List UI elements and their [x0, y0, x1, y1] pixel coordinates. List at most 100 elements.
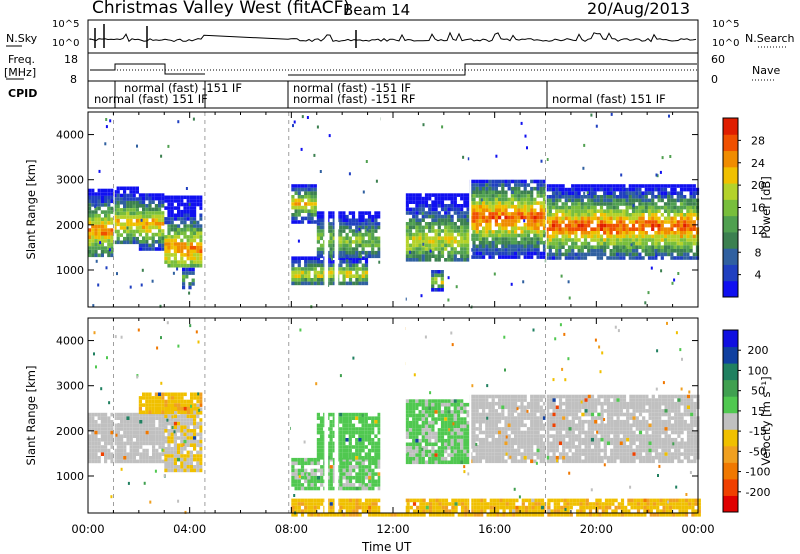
data-cell — [88, 441, 92, 446]
data-cell — [437, 410, 441, 414]
data-cell — [364, 243, 368, 248]
data-cell — [164, 256, 168, 261]
data-cell — [571, 209, 575, 213]
data-cell — [549, 423, 553, 428]
data-cell — [533, 427, 537, 431]
data-cell — [523, 222, 527, 227]
data-cell — [514, 233, 518, 238]
data-cell — [478, 455, 482, 460]
data-cell — [319, 236, 324, 241]
data-cell — [603, 252, 607, 257]
data-cell — [514, 434, 518, 438]
data-cell — [199, 425, 203, 429]
data-cell — [444, 247, 448, 251]
data-cell — [183, 461, 187, 465]
data-cell — [120, 427, 124, 431]
data-cell — [692, 256, 696, 260]
data-cell — [173, 425, 177, 429]
data-cell — [475, 190, 479, 195]
data-cell — [374, 452, 378, 456]
data-cell — [126, 197, 130, 201]
data-cell — [132, 423, 136, 428]
scatter-point — [105, 118, 108, 121]
data-cell — [647, 245, 652, 249]
data-cell — [319, 452, 324, 456]
data-cell — [660, 231, 664, 235]
data-cell — [297, 270, 301, 275]
data-cell — [628, 195, 632, 199]
data-cell — [574, 412, 579, 417]
data-cell — [291, 256, 295, 260]
data-cell — [145, 399, 149, 404]
data-cell — [161, 438, 165, 442]
data-cell — [647, 187, 652, 192]
data-cell — [142, 247, 146, 251]
data-gap — [324, 112, 329, 307]
data-cell — [558, 252, 562, 257]
scatter-point — [160, 154, 163, 158]
data-cell — [539, 434, 543, 438]
data-cell — [126, 452, 130, 456]
data-cell — [498, 251, 502, 256]
data-cell — [116, 193, 120, 198]
data-cell — [638, 220, 642, 224]
data-cell — [625, 191, 629, 195]
data-cell — [424, 424, 429, 429]
data-cell — [478, 437, 482, 442]
data-cell — [447, 225, 451, 230]
data-cell — [167, 461, 171, 465]
data-cell — [612, 216, 616, 221]
data-cell — [132, 236, 136, 241]
data-cell — [138, 218, 142, 222]
data-cell — [498, 416, 502, 420]
data-cell — [463, 446, 467, 450]
data-cell — [494, 190, 498, 195]
data-cell — [332, 270, 337, 275]
data-cell — [123, 236, 127, 241]
data-cell — [494, 183, 498, 187]
data-cell — [501, 394, 505, 399]
data-cell — [428, 413, 432, 418]
data-cell — [657, 220, 661, 224]
data-cell — [504, 197, 508, 202]
data-cell — [345, 263, 349, 268]
data-cell — [100, 412, 104, 417]
data-cell — [507, 409, 511, 413]
data-cell — [329, 247, 333, 251]
data-cell — [520, 226, 524, 231]
data-cell — [142, 456, 146, 460]
data-cell — [135, 229, 139, 234]
data-cell — [371, 225, 375, 230]
data-cell — [549, 445, 553, 449]
data-cell — [657, 238, 661, 242]
data-cell — [313, 278, 317, 282]
data-cell — [129, 208, 133, 212]
data-cell — [167, 195, 171, 200]
data-cell — [191, 278, 195, 283]
data-cell — [472, 448, 476, 453]
data-cell — [562, 394, 566, 399]
data-cell — [129, 441, 133, 446]
data-cell — [152, 430, 156, 435]
data-cell — [199, 260, 203, 264]
data-cell — [545, 238, 549, 242]
data-cell — [158, 441, 162, 446]
data-cell — [367, 441, 372, 446]
data-cell — [161, 236, 165, 240]
data-cell — [609, 209, 613, 213]
data-cell — [526, 226, 531, 231]
data-cell — [173, 414, 177, 419]
data-cell — [453, 438, 457, 443]
data-cell — [628, 231, 632, 235]
data-cell — [564, 231, 568, 235]
data-cell — [450, 428, 454, 432]
data-cell — [686, 202, 690, 206]
data-cell — [316, 281, 321, 286]
data-cell — [355, 416, 359, 420]
data-cell — [189, 436, 193, 440]
data-cell — [107, 203, 111, 207]
data-cell — [355, 263, 359, 268]
data-cell — [555, 437, 559, 442]
data-cell — [123, 226, 127, 230]
data-cell — [173, 468, 177, 473]
